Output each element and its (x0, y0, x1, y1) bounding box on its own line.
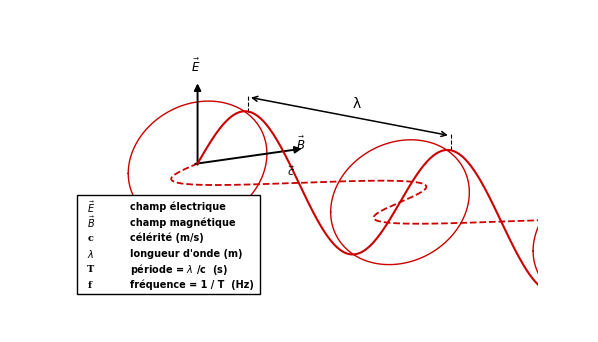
Text: $\vec{E}$: $\vec{E}$ (191, 58, 200, 75)
Text: longueur d'onde (m): longueur d'onde (m) (130, 249, 243, 259)
Text: $\vec{B}$: $\vec{B}$ (87, 215, 95, 230)
Text: célérité (m/s): célérité (m/s) (130, 233, 204, 244)
Text: $\vec{E}$: $\vec{E}$ (87, 199, 96, 214)
Text: T: T (87, 265, 94, 274)
Text: $\vec{B}$: $\vec{B}$ (296, 136, 305, 154)
Text: f: f (87, 281, 91, 290)
Text: $\lambda$: $\lambda$ (87, 248, 94, 260)
Text: champ électrique: champ électrique (130, 201, 226, 212)
Text: période = $\lambda$ /c  (s): période = $\lambda$ /c (s) (130, 262, 228, 277)
Text: c: c (87, 234, 93, 243)
Text: $\vec{c}$: $\vec{c}$ (286, 165, 295, 178)
Text: champ magnétique: champ magnétique (130, 217, 236, 228)
FancyBboxPatch shape (77, 195, 260, 294)
Text: λ: λ (352, 97, 361, 111)
Text: fréquence = 1 / T  (Hz): fréquence = 1 / T (Hz) (130, 280, 254, 290)
